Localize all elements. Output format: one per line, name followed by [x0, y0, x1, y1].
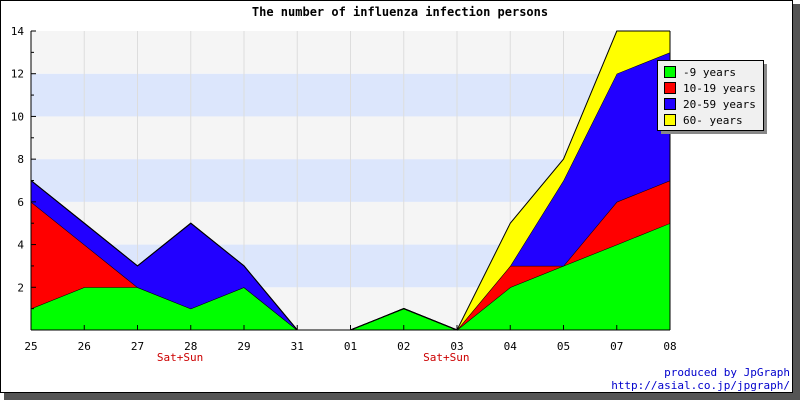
legend-label: 10-19 years — [683, 82, 756, 95]
x-tick-label: 05 — [557, 340, 570, 353]
legend-swatch — [664, 82, 676, 94]
legend-label: 20-59 years — [683, 98, 756, 111]
x-tick-label: 04 — [504, 340, 518, 353]
x-tick-label: 07 — [610, 340, 623, 353]
legend-swatch — [664, 98, 676, 110]
x-tick-label: 26 — [78, 340, 91, 353]
x-tick-label: 29 — [237, 340, 250, 353]
area-series-3 — [31, 52, 670, 331]
legend-label: 60- years — [683, 114, 743, 127]
y-tick-label: 8 — [17, 153, 24, 166]
axes — [30, 30, 671, 331]
x-tick-label: 31 — [291, 340, 304, 353]
legend-swatch — [664, 66, 676, 78]
x-tick-label: 27 — [131, 340, 144, 353]
area-series-4 — [31, 31, 670, 330]
x-tick-label: 25 — [24, 340, 37, 353]
weekend-label: Sat+Sun — [157, 351, 203, 364]
weekend-label: Sat+Sun — [423, 351, 469, 364]
x-tick-labels: 25 26 27 28 29 31 01 02 03 04 05 07 08 — [24, 340, 676, 353]
x-tick-label: 08 — [663, 340, 676, 353]
legend-label: -9 years — [683, 66, 736, 79]
credit-line-2: http://asial.co.jp/jpgraph/ — [611, 379, 790, 392]
legend: -9 years 10-19 years 20-59 years 60- years — [657, 60, 767, 134]
area-series-1 — [31, 223, 670, 330]
y-tick-label: 14 — [11, 25, 25, 38]
x-tick-label: 28 — [184, 340, 197, 353]
weekend-labels: Sat+Sun Sat+Sun — [157, 351, 470, 364]
y-tick-label: 4 — [17, 239, 24, 252]
credit-line-1: produced by JpGraph — [664, 366, 790, 379]
y-tick-label: 12 — [11, 68, 24, 81]
legend-swatch — [664, 114, 676, 126]
y-tick-label: 2 — [17, 281, 24, 294]
y-tick-labels: 2 4 6 8 10 12 14 — [11, 25, 25, 294]
y-tick-label: 6 — [17, 196, 24, 209]
x-tick-label: 03 — [450, 340, 463, 353]
x-tick-label: 02 — [397, 340, 410, 353]
x-tick-label: 01 — [344, 340, 357, 353]
y-tick-label: 10 — [11, 110, 24, 123]
chart-title: The number of influenza infection person… — [252, 5, 548, 19]
